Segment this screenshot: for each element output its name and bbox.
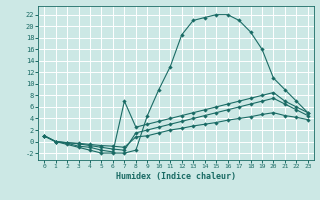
X-axis label: Humidex (Indice chaleur): Humidex (Indice chaleur): [116, 172, 236, 181]
